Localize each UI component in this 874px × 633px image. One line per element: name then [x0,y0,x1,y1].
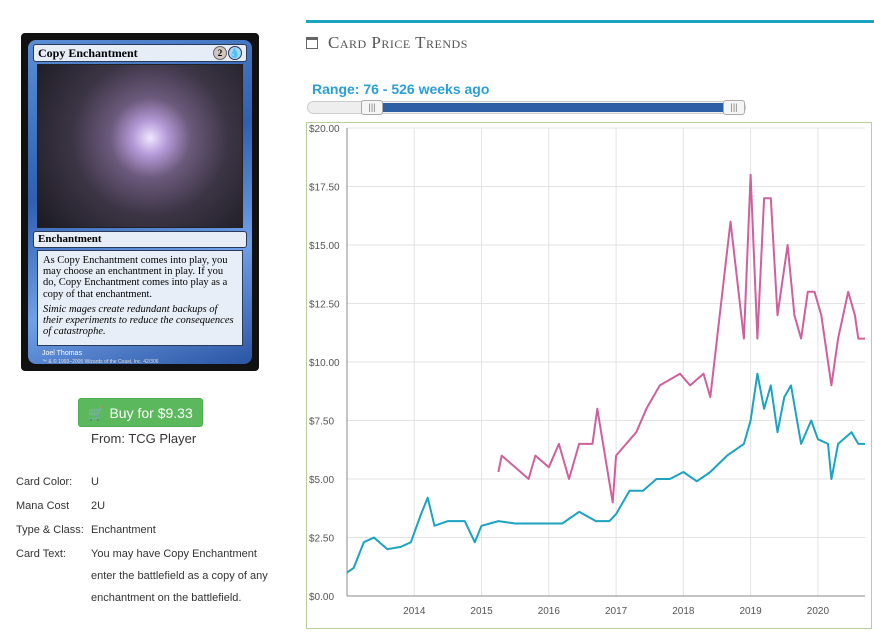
detail-value: U [91,476,99,488]
card-copyright: ™ & © 1993–2005 Wizards of the Coast, In… [42,359,159,365]
x-tick-label: 2017 [605,606,628,617]
card-artwork [37,64,243,228]
detail-card-text-value: You may have Copy Enchantment enter the … [91,548,268,604]
card-type-line: Enchantment [33,231,247,248]
price-trends-title: Card Price Trends [328,33,468,52]
buy-button[interactable]: 🛒 Buy for $9.33 [78,398,203,427]
card-frame: Copy Enchantment 2 💧 Enchantment As Copy … [28,40,252,365]
price-source: From: TCG Player [91,431,197,446]
slider-selected-range [372,103,734,112]
card-name: Copy Enchantment [38,46,138,60]
slider-handle-start[interactable]: ||| [361,100,383,115]
y-tick-label: $5.00 [309,475,334,486]
price-trends-heading: Card Price Trends [306,33,468,53]
card-text-box: As Copy Enchantment comes into play, you… [37,250,243,346]
card-name-bar: Copy Enchantment 2 💧 [33,44,247,62]
calendar-icon [306,37,318,49]
card-image: Copy Enchantment 2 💧 Enchantment As Copy … [21,33,259,371]
detail-label: Card Text: [16,548,66,560]
y-tick-label: $0.00 [309,592,334,603]
detail-value: 2U [91,500,106,512]
x-tick-label: 2014 [403,606,426,617]
x-tick-label: 2015 [470,606,493,617]
x-tick-label: 2016 [538,606,561,617]
x-tick-label: 2018 [672,606,695,617]
x-tick-label: 2020 [807,606,830,617]
y-tick-label: $20.00 [309,124,340,135]
card-flavor-text: Simic mages create redundant backups of … [43,303,234,338]
blue-mana-symbol: 💧 [228,46,242,60]
price-chart: $0.00 $2.50 $5.00 $7.50 $10.00 $12.50 $15.00 $1… [306,122,872,629]
series-line-0 [497,173,865,504]
y-tick-label: $2.50 [309,534,334,545]
card-rules-text: As Copy Enchantment comes into play, you… [43,255,228,300]
y-tick-label: $15.00 [309,241,340,252]
section-accent-bar [306,20,874,23]
range-label: Range: 76 - 526 weeks ago [312,81,490,97]
range-slider[interactable]: ||| ||| [307,100,746,115]
y-tick-label: $17.50 [309,183,340,194]
y-tick-label: $7.50 [309,417,334,428]
generic-mana-symbol: 2 [213,46,227,60]
detail-value: Enchantment [91,524,156,536]
x-tick-label: 2019 [740,606,763,617]
detail-label: Type & Class: [16,524,84,536]
slider-handle-end[interactable]: ||| [723,100,745,115]
series-line-1 [346,372,865,574]
price-chart-svg: $0.00 $2.50 $5.00 $7.50 $10.00 $12.50 $15.00 $1… [309,124,865,617]
shopping-cart-icon: 🛒 [88,406,105,421]
card-artist: Joel Thomas [42,350,82,357]
y-tick-label: $12.50 [309,300,340,311]
detail-label: Mana Cost [16,500,70,512]
y-tick-label: $10.00 [309,358,340,369]
mana-cost-symbols: 2 💧 [212,46,242,62]
detail-label: Card Color: [16,476,73,488]
buy-button-label: Buy for $9.33 [109,405,193,421]
